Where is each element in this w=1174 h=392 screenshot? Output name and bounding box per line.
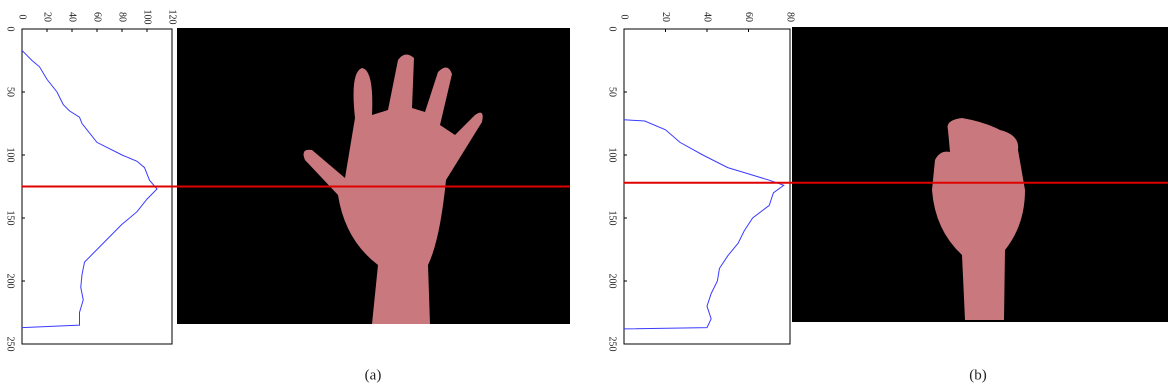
x-tick-label: 120: [167, 10, 178, 25]
x-tick-label: 100: [142, 10, 153, 25]
profile-line: [22, 50, 157, 327]
hand-image-a: [177, 28, 570, 324]
x-tick-label: 40: [702, 12, 713, 22]
page: {"chart_data": [ {"type": "line", "capti…: [0, 0, 1174, 392]
x-tick-label: 80: [117, 12, 128, 22]
caption: (b): [969, 367, 987, 383]
x-tick-label: 60: [743, 12, 754, 22]
y-tick-label: 0: [5, 27, 16, 32]
x-tick-label: 0: [17, 15, 28, 20]
y-tick-label: 50: [5, 87, 16, 97]
plot-frame: [624, 29, 790, 344]
x-tick-label: 80: [785, 12, 796, 22]
y-tick-label: 150: [607, 211, 618, 226]
y-tick-label: 250: [607, 337, 618, 352]
figure: 0 20 40 60 80 100 120 0 50 100 150 200 250 (a) 0 20 40 60…: [0, 0, 1174, 392]
x-tick-label: 20: [42, 12, 53, 22]
x-tick-label: 0: [619, 15, 630, 20]
caption: (a): [365, 367, 382, 383]
y-tick-label: 200: [5, 274, 16, 289]
hand-image-b: [792, 27, 1168, 322]
y-tick-label: 50: [607, 87, 618, 97]
x-tick-label: 40: [67, 12, 78, 22]
y-tick-label: 150: [5, 211, 16, 226]
y-tick-label: 0: [607, 27, 618, 32]
profile-line: [624, 120, 784, 329]
y-tick-label: 100: [5, 148, 16, 163]
x-tick-label: 60: [92, 12, 103, 22]
y-tick-label: 250: [5, 337, 16, 352]
x-tick-label: 20: [660, 12, 671, 22]
y-tick-label: 200: [607, 274, 618, 289]
y-tick-label: 100: [607, 148, 618, 163]
